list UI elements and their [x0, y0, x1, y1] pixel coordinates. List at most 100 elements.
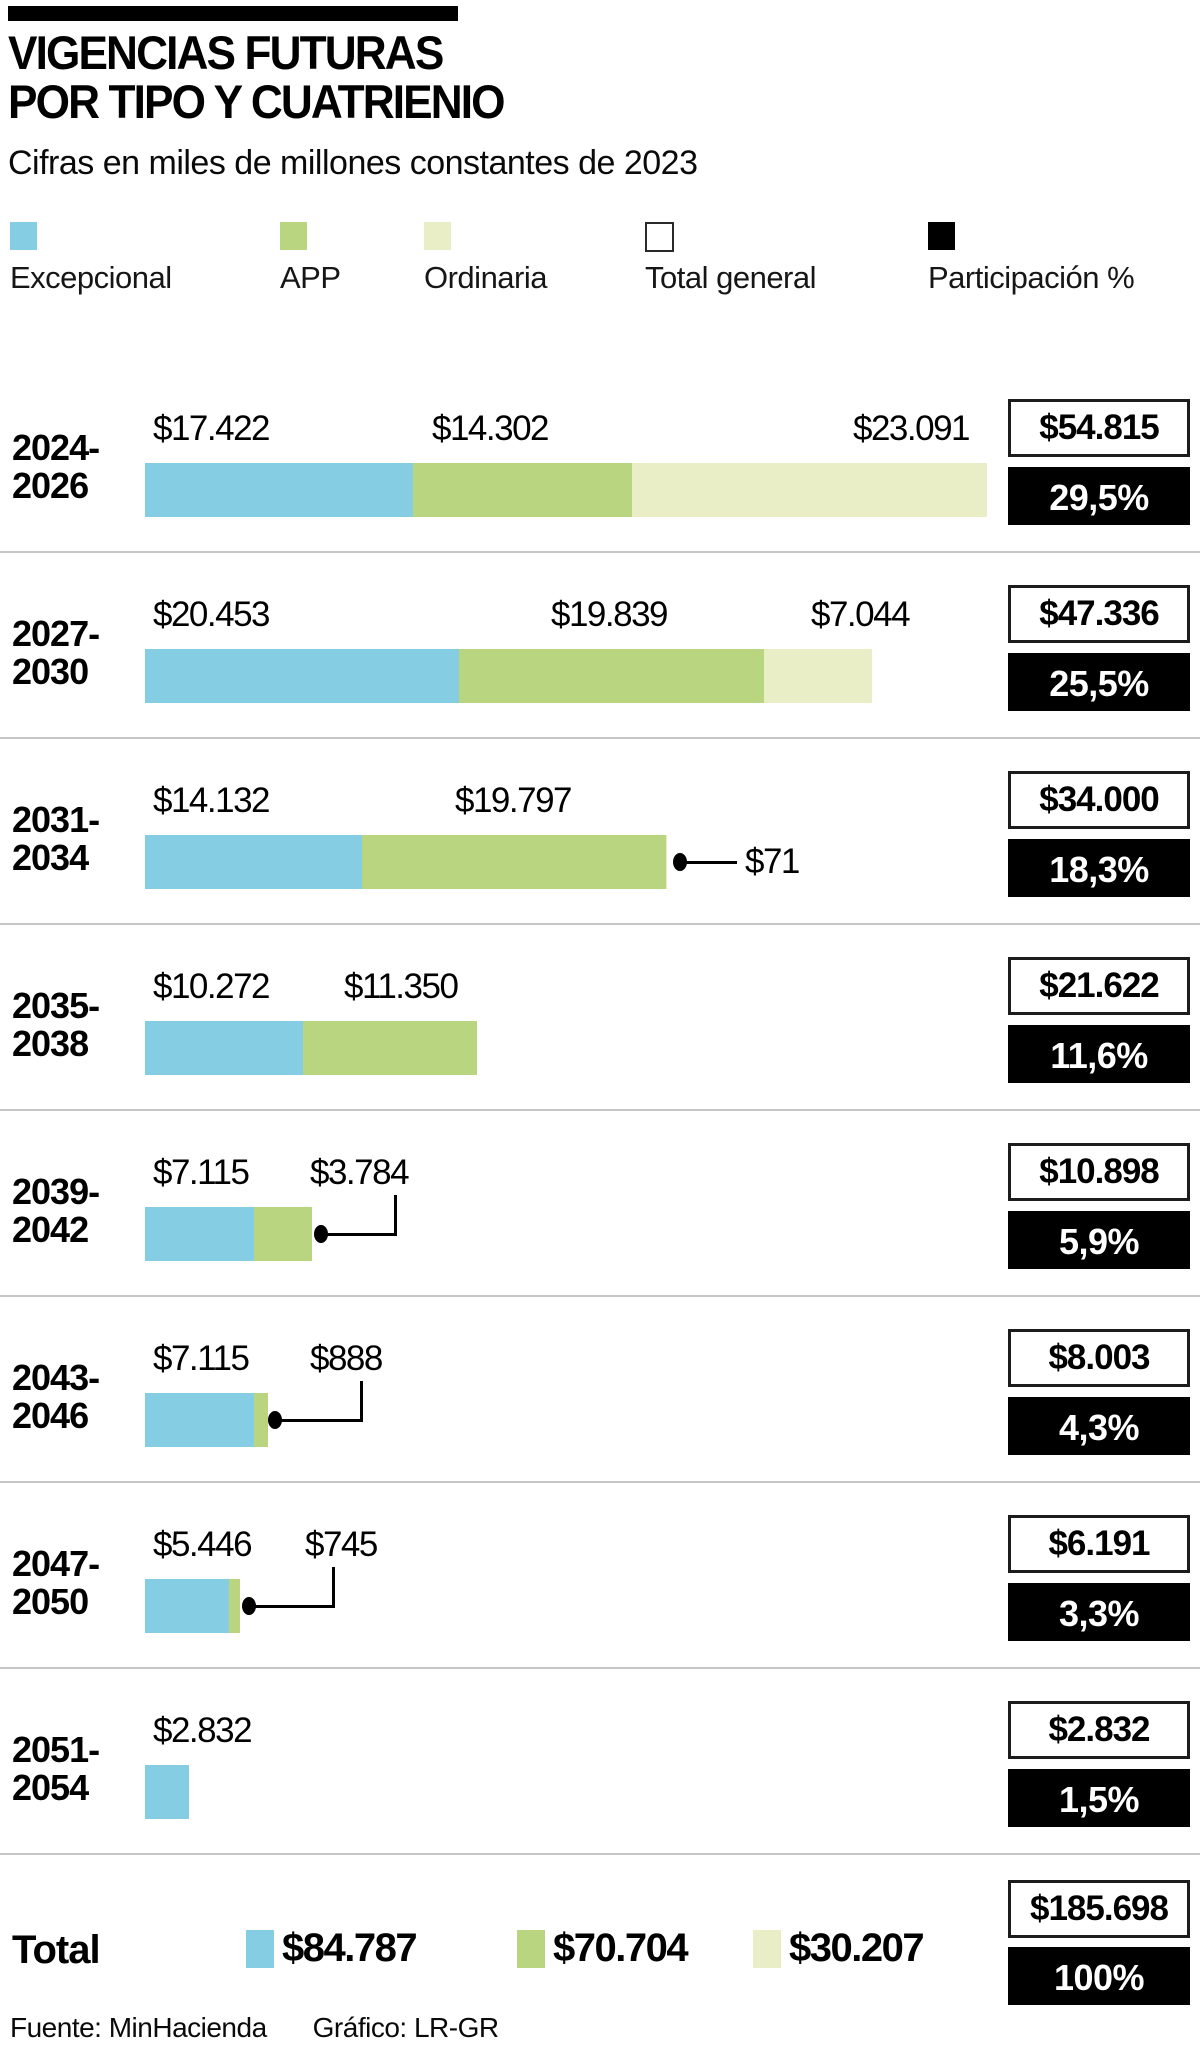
bar-segment-excepcional: [145, 1207, 255, 1261]
legend-label: APP: [280, 260, 341, 295]
bar-area: $5.446 $745: [145, 1483, 1005, 1667]
participation-box: 18,3%: [1008, 839, 1190, 897]
total-general-box: $47.336: [1008, 585, 1190, 643]
callout-line: [275, 1419, 363, 1422]
total-value: $70.704: [553, 1926, 689, 1970]
total-general-box: $54.815: [1008, 399, 1190, 457]
bar-segment-excepcional: [145, 1021, 303, 1075]
value-label: $7.044: [811, 595, 911, 634]
total-swatch-app-icon: [517, 1929, 545, 1968]
period-label: 2027- 2030: [12, 613, 100, 692]
value-label: $7.115: [153, 1339, 250, 1378]
chart-row-2051-2054: 2051- 2054 $2.832 $2.832 1,5%: [0, 1669, 1200, 1855]
value-label: $17.422: [153, 409, 271, 448]
period-label: 2039- 2042: [12, 1171, 100, 1250]
bar-segment-excepcional: [145, 463, 413, 517]
value-label: $7.115: [153, 1153, 250, 1192]
period-label-line: 2024-: [12, 427, 100, 468]
bar-area: $7.115 $3.784: [145, 1111, 1005, 1295]
source-credit: Fuente: MinHacienda: [10, 2012, 267, 2043]
period-label-line: 2027-: [12, 613, 100, 654]
value-label: $14.132: [153, 781, 271, 820]
chart-row-2027-2030: 2027- 2030 $20.453 $19.839 $7.044 $47.336 25,5…: [0, 553, 1200, 739]
total-row: Total $84.787 $70.704 $30.207 $185.698 100%: [0, 1855, 1200, 2010]
page-subtitle: Cifras en miles de millones constantes d…: [8, 144, 698, 182]
participation-box: 25,5%: [1008, 653, 1190, 711]
callout-value-label: $71: [745, 842, 800, 881]
legend-item-excepcional: Excepcional: [10, 222, 172, 295]
legend-swatch-total-general-icon: [645, 222, 674, 252]
callout-line-vertical: [360, 1381, 363, 1420]
period-label-line: 2039-: [12, 1171, 100, 1212]
legend-item-ordinaria: Ordinaria: [424, 222, 548, 295]
period-label-line: 2035-: [12, 985, 100, 1026]
value-label: $11.350: [344, 967, 459, 1006]
bar-segment-app: [302, 1021, 478, 1075]
bar-segment-app: [412, 463, 633, 517]
total-value: $84.787: [282, 1926, 418, 1970]
callout-value-label: $3.784: [310, 1153, 410, 1192]
legend-item-participaci-n-: Participación %: [928, 222, 1135, 295]
legend-label: Total general: [645, 260, 817, 295]
bar-segment-excepcional: [145, 835, 363, 889]
period-label-line: 2030: [12, 651, 89, 692]
chart-row-2039-2042: 2039- 2042 $7.115 $3.784 $10.898 5,9%: [0, 1111, 1200, 1297]
total-value: $30.207: [789, 1926, 925, 1970]
period-label-line: 2034: [12, 837, 89, 878]
period-label-line: 2031-: [12, 799, 100, 840]
callout-value-label: $745: [305, 1525, 378, 1564]
period-label-line: 2026: [12, 465, 89, 506]
legend: Excepcional APP Ordinaria Total general Part…: [0, 222, 1200, 302]
bar-segment-ordinaria: [666, 835, 668, 889]
total-general-box: $8.003: [1008, 1329, 1190, 1387]
callout-line: [249, 1605, 335, 1608]
bar-area: $7.115 $888: [145, 1297, 1005, 1481]
value-label: $2.832: [153, 1711, 253, 1750]
graphic-credit: Gráfico: LR-GR: [312, 2012, 499, 2043]
footer: Fuente: MinHacienda Gráfico: LR-GR: [10, 2012, 499, 2044]
top-accent-bar: [8, 6, 458, 21]
bar-area: $17.422 $14.302 $23.091: [145, 367, 1005, 551]
bar-segment-app: [254, 1207, 313, 1261]
legend-item-app: APP: [280, 222, 341, 295]
callout-line: [321, 1233, 397, 1236]
participation-box: 4,3%: [1008, 1397, 1190, 1455]
total-swatch-ordinaria-icon: [753, 1929, 781, 1968]
bar-area: $2.832: [145, 1669, 1005, 1853]
period-label: 2043- 2046: [12, 1359, 100, 1435]
period-label: 2035- 2038: [12, 985, 100, 1064]
bar-segment-excepcional: [145, 1579, 229, 1633]
value-label: $23.091: [853, 409, 971, 448]
period-label-line: 2038: [12, 1023, 89, 1064]
participation-box: 11,6%: [1008, 1025, 1190, 1083]
period-label: 2047- 2050: [12, 1545, 100, 1621]
chart-row-2031-2034: 2031- 2034 $14.132 $19.797 $71 $34.000 18,3%: [0, 739, 1200, 925]
callout-line: [680, 861, 737, 864]
page-title: VIGENCIAS FUTURAS POR TIPO Y CUATRIENIO: [8, 28, 506, 128]
grand-total-box: $185.698: [1008, 1880, 1190, 1938]
legend-label: Ordinaria: [424, 260, 548, 295]
value-label: $20.453: [153, 595, 271, 634]
page-title-line2: POR TIPO Y CUATRIENIO: [8, 75, 506, 128]
total-general-box: $2.832: [1008, 1701, 1190, 1759]
participation-box: 29,5%: [1008, 467, 1190, 525]
total-swatch-excepcional-icon: [246, 1929, 274, 1968]
bar-segment-app: [362, 835, 667, 889]
legend-swatch-app-icon: [280, 222, 307, 250]
total-general-box: $10.898: [1008, 1143, 1190, 1201]
bar-segment-excepcional: [145, 649, 460, 703]
total-item-excepcional: $84.787: [246, 1926, 418, 1971]
chart-rows: 2024- 2026 $17.422 $14.302 $23.091 $54.815 29,…: [0, 367, 1200, 2010]
legend-swatch-ordinaria-icon: [424, 222, 451, 250]
callout-value-label: $888: [310, 1339, 383, 1378]
period-label-line: 2042: [12, 1209, 89, 1250]
bar-segment-excepcional: [145, 1765, 189, 1819]
legend-label: Participación %: [928, 260, 1135, 295]
value-label: $5.446: [153, 1525, 253, 1564]
bar-area: $20.453 $19.839 $7.044: [145, 553, 1005, 737]
period-label: 2031- 2034: [12, 799, 100, 878]
value-label: $19.797: [455, 781, 573, 820]
bar-area: $14.132 $19.797 $71: [145, 739, 1005, 923]
chart-row-2043-2046: 2043- 2046 $7.115 $888 $8.003 4,3%: [0, 1297, 1200, 1483]
callout-line-vertical: [394, 1195, 397, 1234]
